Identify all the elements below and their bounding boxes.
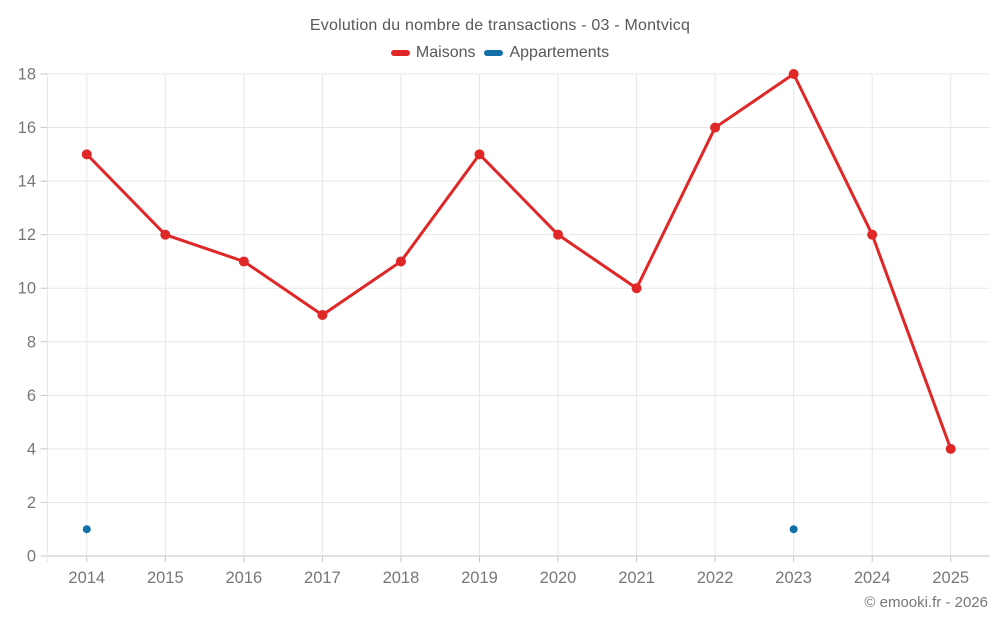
x-tick-label: 2021 — [618, 569, 655, 587]
x-tick-label: 2018 — [383, 569, 420, 587]
data-point-maisons-2020[interactable] — [553, 229, 564, 240]
data-point-maisons-2016[interactable] — [238, 256, 249, 267]
copyright-text: © emooki.fr - 2026 — [864, 594, 988, 611]
x-tick-label: 2022 — [697, 569, 734, 587]
x-tick-label: 2015 — [147, 569, 184, 587]
y-tick-label: 10 — [18, 280, 36, 298]
data-point-maisons-2025[interactable] — [945, 443, 956, 454]
y-tick-label: 4 — [27, 440, 36, 458]
y-tick-label: 12 — [18, 226, 36, 244]
x-tick-label: 2025 — [932, 569, 969, 587]
legend-swatch-maisons — [390, 50, 410, 56]
data-point-maisons-2023[interactable] — [788, 69, 799, 79]
y-tick-label: 8 — [27, 333, 36, 351]
data-point-maisons-2022[interactable] — [710, 122, 721, 133]
x-tick-label: 2016 — [225, 569, 262, 587]
data-point-maisons-2018[interactable] — [395, 256, 406, 267]
x-tick-label: 2014 — [68, 569, 105, 587]
y-tick-label: 6 — [27, 387, 36, 405]
series-line-maisons[interactable] — [85, 72, 953, 451]
data-point-maisons-2021[interactable] — [631, 283, 642, 294]
legend-label: Maisons — [415, 44, 476, 61]
data-point-appartements-2014[interactable] — [82, 525, 91, 534]
x-tick-label: 2024 — [854, 569, 891, 587]
legend-item-maisons[interactable]: Maisons — [390, 44, 476, 62]
y-tick-label: 0 — [27, 548, 36, 566]
y-tick-label: 2 — [27, 494, 36, 512]
data-point-appartements-2023[interactable] — [789, 525, 798, 534]
legend-swatch-appartements — [484, 50, 504, 56]
x-tick-label: 2017 — [304, 569, 341, 587]
data-point-maisons-2019[interactable] — [474, 149, 485, 160]
legend-item-appartements[interactable]: Appartements — [484, 44, 609, 62]
y-tick-label: 18 — [18, 66, 36, 84]
y-tick-label: 14 — [18, 173, 36, 191]
chart-legend: Maisons Appartements — [0, 44, 1000, 62]
chart-title: Evolution du nombre de transactions - 03… — [309, 17, 691, 34]
y-tick-label: 16 — [18, 119, 36, 137]
data-point-maisons-2015[interactable] — [160, 229, 171, 240]
legend-label: Appartements — [509, 44, 610, 61]
data-point-maisons-2014[interactable] — [81, 149, 92, 160]
data-point-maisons-2017[interactable] — [317, 310, 328, 320]
x-tick-label: 2020 — [540, 569, 577, 587]
data-point-maisons-2024[interactable] — [867, 229, 878, 240]
x-tick-label: 2023 — [775, 569, 812, 587]
x-tick-label: 2019 — [461, 569, 498, 587]
